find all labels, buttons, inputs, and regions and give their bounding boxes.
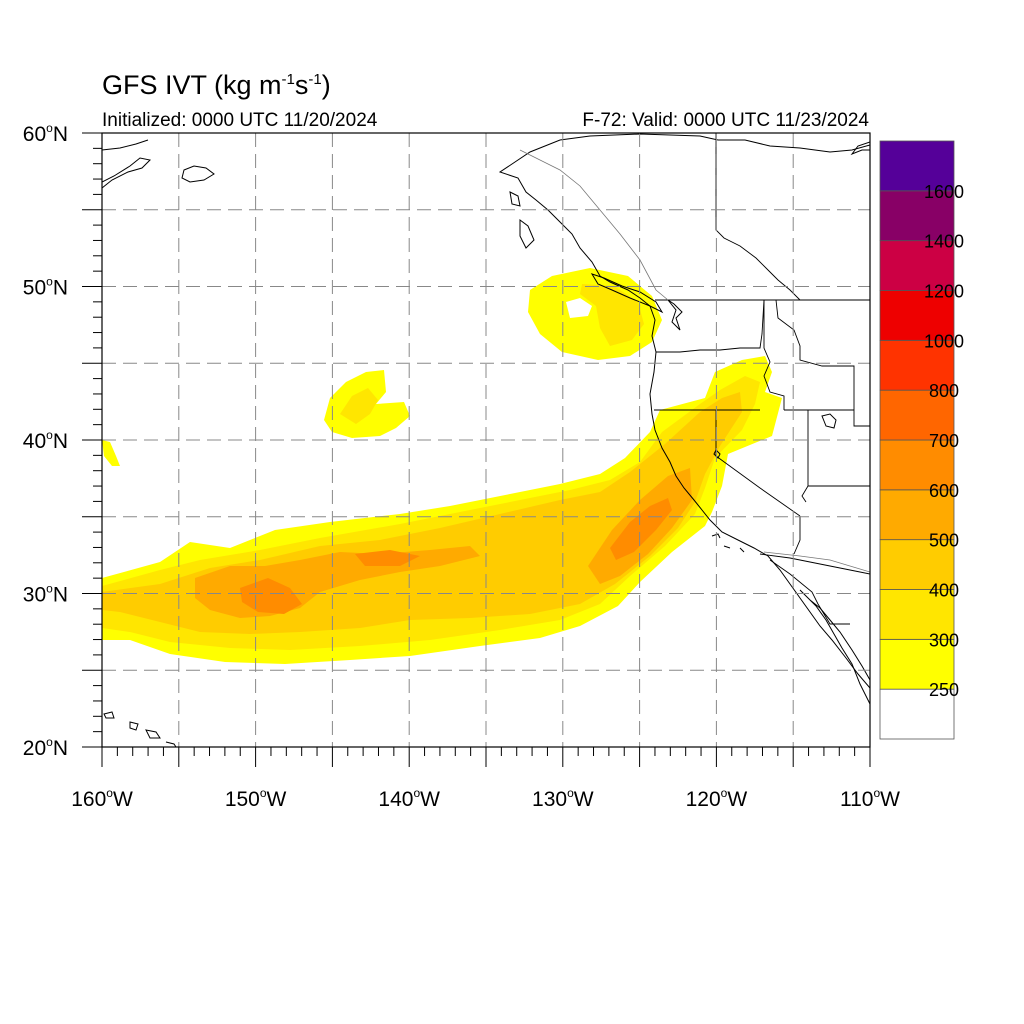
colorbar-swatch (879, 439, 955, 491)
lon-label: 130oW (532, 786, 594, 811)
colorbar-label: 1200 (924, 282, 964, 302)
border-idaho (763, 300, 785, 410)
coastline-bc-islands-1 (519, 219, 535, 249)
colorbar-swatch (879, 290, 955, 341)
lon-label: 150oW (225, 786, 287, 811)
colorbar-label: 600 (929, 481, 959, 501)
valid-time: F-72: Valid: 0000 UTC 11/23/2024 (582, 110, 869, 131)
lat-label: 30oN (23, 582, 68, 607)
colorbar-swatch (879, 638, 955, 690)
colorbar-label: 1000 (924, 331, 964, 351)
ivt-blob-300 (340, 388, 378, 424)
ivt-shading (102, 268, 782, 664)
axis-ticks (82, 132, 871, 767)
border-us-mexico (759, 553, 870, 575)
lat-label: 20oN (23, 735, 68, 760)
border-nevada-utah (801, 410, 809, 503)
border-arizona-california (793, 516, 801, 555)
ivt-band-600c (355, 550, 420, 566)
border-mexico-gray (763, 551, 870, 573)
coastline-ne-corner (850, 141, 870, 156)
ivt-low-nw-300 (580, 284, 644, 346)
lakes (713, 413, 837, 459)
coastline-alaska-peninsula (102, 139, 149, 151)
coastline-north-america (498, 133, 870, 689)
lake-tahoe (713, 449, 721, 459)
colorbar-swatch (879, 190, 955, 242)
coastline-hawaii-4 (165, 741, 177, 747)
ivt-low-nw (528, 268, 662, 360)
coastline-vancouver-island (590, 273, 664, 314)
coastline-alaska-islands (181, 165, 215, 183)
lon-label: 140oW (378, 786, 440, 811)
coastline-hawaii-2 (129, 721, 139, 731)
colorbar-swatch (879, 389, 955, 441)
coastline-hawaii-1 (103, 711, 115, 719)
coastlines (102, 133, 870, 747)
colorbar-label: 800 (929, 381, 959, 401)
coastline-gulf-of-california (799, 589, 870, 705)
borders-gray (519, 149, 870, 573)
colorbar-label: 1400 (924, 232, 964, 252)
border-alaska-canada (715, 133, 801, 301)
colorbar-label: 400 (929, 581, 959, 601)
coastline-aleutian (102, 157, 152, 189)
map-title: GFS IVT (kg m-1s-1) (102, 70, 331, 100)
initialized-time: Initialized: 0000 UTC 11/20/2024 (102, 110, 378, 131)
colorbar-swatch (879, 589, 955, 640)
lat-label: 60oN (23, 121, 68, 146)
colorbar-label: 700 (929, 431, 959, 451)
longitude-labels: 160oW 150oW 140oW 130oW 120oW 110oW (71, 786, 900, 811)
ivt-band-600b (610, 498, 672, 560)
graticule (102, 133, 870, 747)
border-baja (769, 559, 850, 625)
lat-label: 50oN (23, 275, 68, 300)
colorbar-swatch (879, 339, 955, 391)
colorbar: 250 300 400 500 600 700 800 1000 1200 1400 1600 (879, 140, 964, 740)
colorbar-label: 300 (929, 630, 959, 650)
border-canada-gray (519, 149, 669, 301)
lat-label: 40oN (23, 428, 68, 453)
latitude-labels: 20oN 30oN 40oN 50oN 60oN (23, 121, 68, 760)
coastline-channel-islands (711, 533, 745, 553)
lon-label: 110oW (840, 786, 900, 811)
colorbar-swatch (879, 140, 955, 192)
colorbar-label: 500 (929, 531, 959, 551)
colorbar-swatch (879, 539, 955, 590)
coastline-hawaii-3 (145, 729, 161, 739)
lon-label: 160oW (71, 786, 133, 811)
border-montana-wyoming (775, 299, 870, 427)
colorbar-label: 250 (929, 680, 959, 700)
great-salt-lake (821, 413, 837, 429)
lon-label: 120oW (686, 786, 748, 811)
coastline-bc-islands-2 (509, 191, 521, 207)
border-washington-oregon (656, 299, 765, 353)
ivt-speck (102, 440, 120, 466)
coastline-puget-sound (667, 299, 683, 331)
colorbar-label: 1600 (924, 182, 964, 202)
colorbar-swatch (879, 240, 955, 291)
